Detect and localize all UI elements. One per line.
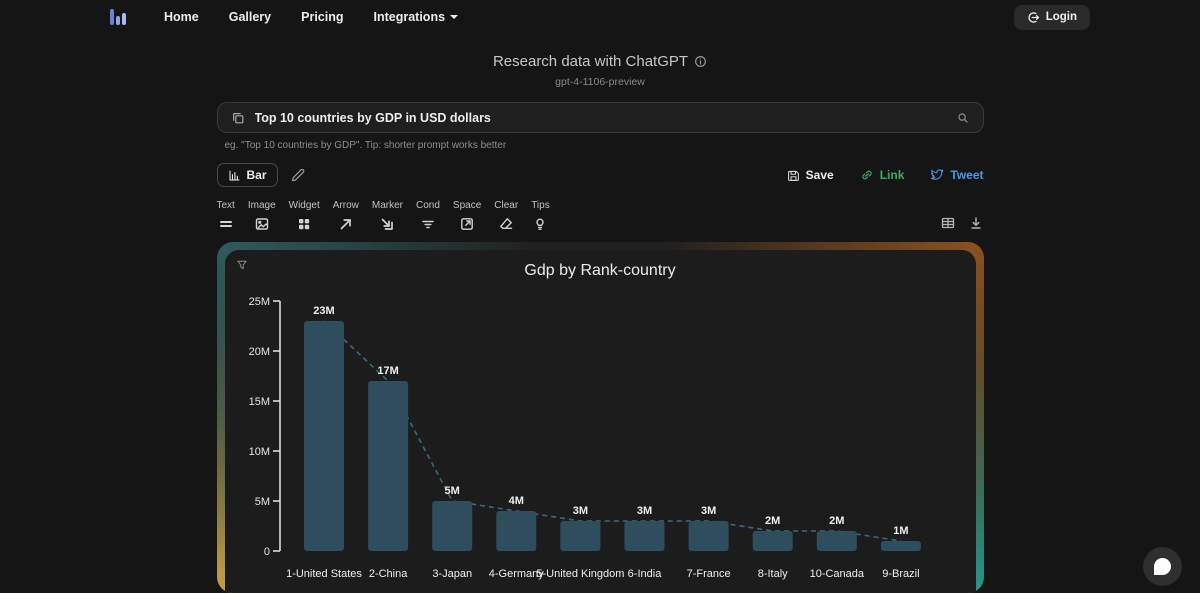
twitter-bird-icon bbox=[930, 168, 944, 182]
nav-item-home[interactable]: Home bbox=[164, 10, 199, 24]
data-table-icon[interactable] bbox=[940, 215, 956, 231]
y-tick-label: 20M bbox=[248, 346, 269, 358]
y-tick-label: 0 bbox=[263, 546, 269, 558]
chart-gradient-frame: Gdp by Rank-country 0 5M 10M 15M 20M 25M 23M 1-… bbox=[216, 242, 984, 593]
bar bbox=[367, 381, 408, 551]
model-name: gpt-4-1106-preview bbox=[555, 76, 645, 88]
x-category-label: 8-Italy bbox=[757, 568, 787, 580]
bar bbox=[495, 511, 536, 551]
x-category-label: 4-Germany bbox=[488, 568, 544, 580]
prompt-input[interactable] bbox=[254, 110, 946, 125]
link-icon bbox=[860, 168, 874, 182]
editor-toolbar: Text Image Widget bbox=[217, 200, 984, 232]
marker-corner-arrow-icon bbox=[379, 216, 395, 232]
tool-clear[interactable]: Clear bbox=[494, 200, 518, 232]
bar-value-label: 3M bbox=[572, 505, 587, 517]
tool-widget[interactable]: Widget bbox=[289, 200, 320, 232]
widget-grid-icon bbox=[296, 216, 312, 232]
tool-arrow[interactable]: Arrow bbox=[333, 200, 359, 232]
bar-chart: 0 5M 10M 15M 20M 25M 23M 1-United States 17M 2-Ch… bbox=[248, 296, 921, 580]
bar-value-label: 2M bbox=[765, 515, 780, 527]
tool-marker[interactable]: Marker bbox=[372, 200, 403, 232]
x-category-label: 6-India bbox=[627, 568, 662, 580]
edit-pencil-icon[interactable] bbox=[291, 168, 305, 182]
tool-space[interactable]: Space bbox=[453, 200, 481, 232]
bar bbox=[624, 521, 664, 551]
bar-value-label: 23M bbox=[313, 305, 334, 317]
chart-title: Gdp by Rank-country bbox=[524, 262, 676, 279]
bar-value-label: 1M bbox=[893, 525, 908, 537]
bar-value-label: 4M bbox=[508, 495, 523, 507]
page-title: Research data with ChatGPT bbox=[493, 53, 707, 70]
bar bbox=[752, 531, 793, 551]
y-tick-label: 5M bbox=[254, 496, 269, 508]
x-category-label: 7-France bbox=[686, 568, 730, 580]
x-category-label: 9-Brazil bbox=[882, 568, 919, 580]
bar bbox=[303, 321, 344, 551]
bar-value-label: 5M bbox=[444, 485, 459, 497]
bar bbox=[688, 521, 729, 551]
y-tick-label: 10M bbox=[248, 446, 269, 458]
bar-value-label: 17M bbox=[377, 365, 398, 377]
download-icon[interactable] bbox=[968, 215, 984, 231]
arrow-up-right-icon bbox=[338, 216, 354, 232]
y-tick-label: 15M bbox=[248, 396, 269, 408]
chat-bubble-icon bbox=[1154, 558, 1171, 575]
brand-logo-icon[interactable] bbox=[110, 9, 126, 25]
tool-text[interactable]: Text bbox=[217, 200, 235, 232]
bar-value-label: 3M bbox=[700, 505, 715, 517]
tool-image[interactable]: Image bbox=[248, 200, 276, 232]
bar bbox=[431, 501, 472, 551]
expand-box-icon bbox=[459, 216, 475, 232]
nav-item-pricing[interactable]: Pricing bbox=[301, 10, 344, 24]
login-icon bbox=[1027, 11, 1040, 24]
nav-item-gallery[interactable]: Gallery bbox=[228, 10, 272, 24]
chat-fab-button[interactable] bbox=[1143, 547, 1182, 586]
chevron-down-icon bbox=[450, 15, 459, 19]
info-icon[interactable] bbox=[694, 55, 707, 68]
x-category-label: 1-United States bbox=[286, 568, 362, 580]
prompt-searchbar[interactable] bbox=[216, 102, 984, 133]
bar bbox=[559, 521, 600, 551]
x-category-label: 3-Japan bbox=[432, 568, 472, 580]
save-icon bbox=[787, 169, 800, 182]
y-tick-label: 25M bbox=[248, 296, 269, 308]
lightbulb-icon bbox=[532, 216, 548, 232]
chart-type-button[interactable]: Bar bbox=[216, 163, 278, 187]
image-icon bbox=[254, 216, 270, 232]
bar-chart-icon bbox=[228, 169, 241, 182]
bar bbox=[880, 541, 921, 551]
search-icon[interactable] bbox=[956, 111, 970, 125]
top-nav: Home Gallery Pricing Integrations Login bbox=[0, 0, 1200, 34]
link-button[interactable]: Link bbox=[860, 168, 904, 182]
text-lines-icon bbox=[218, 216, 234, 232]
prompt-hint: eg. "Top 10 countries by GDP". Tip: shor… bbox=[224, 140, 507, 151]
save-button[interactable]: Save bbox=[787, 168, 834, 182]
trendline bbox=[322, 320, 901, 542]
bar-value-label: 3M bbox=[636, 505, 651, 517]
nav-item-integrations[interactable]: Integrations bbox=[374, 10, 459, 24]
x-category-label: 5-United Kingdom bbox=[536, 568, 624, 580]
nav-links: Home Gallery Pricing Integrations bbox=[164, 10, 459, 24]
eraser-icon bbox=[498, 216, 514, 232]
bar-value-label: 2M bbox=[829, 515, 844, 527]
copy-icon[interactable] bbox=[231, 111, 245, 125]
filter-funnel-icon[interactable] bbox=[236, 259, 248, 271]
tool-tips[interactable]: Tips bbox=[531, 200, 550, 232]
tool-cond[interactable]: Cond bbox=[416, 200, 440, 232]
tweet-button[interactable]: Tweet bbox=[930, 168, 984, 182]
filter-lines-icon bbox=[420, 216, 436, 232]
x-category-label: 2-China bbox=[368, 568, 407, 580]
chart-card: Gdp by Rank-country 0 5M 10M 15M 20M 25M 23M 1-… bbox=[224, 250, 976, 593]
login-button[interactable]: Login bbox=[1013, 4, 1090, 30]
x-category-label: 10-Canada bbox=[809, 568, 864, 580]
bar bbox=[816, 531, 857, 551]
